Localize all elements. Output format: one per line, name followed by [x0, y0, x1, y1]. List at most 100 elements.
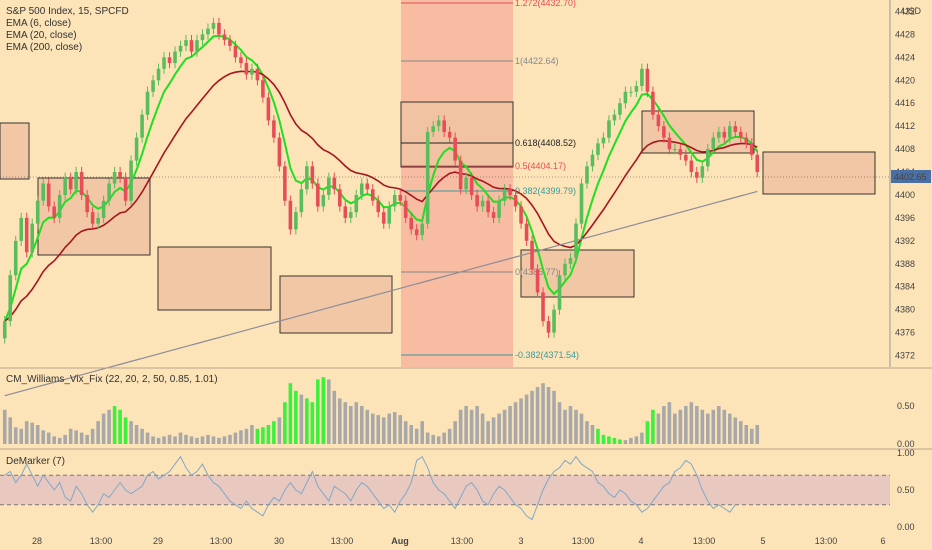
vix-fix-bar [612, 437, 617, 444]
candle-body [689, 160, 694, 173]
vix-fix-bar [140, 428, 144, 444]
vix-fix-bar [294, 390, 298, 444]
vix-fix-bar [662, 406, 666, 444]
candle-body [129, 160, 133, 201]
vix-fix-bar [167, 434, 172, 444]
candle-body [651, 91, 655, 115]
candle-body [662, 126, 666, 138]
vix-fix-bar [728, 413, 732, 444]
candle-body [634, 86, 639, 92]
candle-body [552, 309, 556, 333]
candle-body [392, 194, 397, 207]
vix-fix-bar [618, 439, 622, 444]
ema20-legend: EMA (20, close) [6, 30, 77, 41]
candle-body [579, 183, 584, 224]
candle-body [640, 68, 644, 87]
price-tick-label: 4396 [895, 213, 915, 223]
vix-fix-bar [189, 436, 194, 444]
candle-body [546, 321, 551, 333]
candle-body [695, 172, 699, 178]
vix-fix-bar [458, 409, 463, 444]
candle-body [442, 120, 446, 132]
last-price-label: 4402.65 [894, 172, 927, 182]
vix-fix-bar [667, 402, 672, 444]
vix-fix-bar [684, 406, 688, 444]
candle-body [310, 166, 315, 184]
vix-fix-bar [173, 436, 177, 444]
vix-fix-bar [541, 383, 545, 444]
fib-level-label: 1(4422.64) [515, 56, 559, 66]
vix-fix-bar [546, 387, 551, 444]
vix-fix-bar [184, 434, 188, 444]
candle-body [497, 200, 501, 218]
vix-fix-bar [475, 406, 479, 444]
demarker-band [0, 475, 890, 505]
vix-fix-bar [162, 436, 166, 444]
candle-body [46, 183, 51, 207]
candle-body [469, 177, 474, 195]
ema200-line [4, 190, 758, 397]
time-tick-label: 30 [274, 536, 284, 546]
vix-fix-bar [425, 432, 430, 444]
vix-fix-bar [453, 421, 457, 444]
price-tick-label: 4412 [895, 121, 915, 131]
candle-body [343, 206, 348, 218]
candle-body [464, 177, 468, 190]
candle-body [151, 80, 155, 92]
candle-body [162, 57, 166, 69]
candle-body [30, 223, 34, 253]
candle-body [167, 57, 172, 64]
candle-body [178, 45, 183, 52]
candle-body [294, 212, 298, 230]
vix-fix-bar [557, 402, 562, 444]
vix-fix-bar [35, 425, 40, 444]
vix-fix-bar [206, 434, 210, 444]
candle-body [645, 68, 650, 92]
vix-fix-bar [563, 409, 567, 444]
currency-label: USD [902, 6, 922, 16]
time-tick-label: 3 [518, 536, 523, 546]
vix-fix-bar [156, 437, 161, 444]
candle-body [678, 149, 683, 155]
price-tick-label: 4416 [895, 98, 915, 108]
vix-fix-bar [651, 409, 655, 444]
candle-body [134, 137, 139, 161]
vix-fix-bar [24, 421, 29, 444]
candle-body [629, 91, 633, 93]
candle-body [398, 194, 403, 201]
candle-body [365, 183, 370, 190]
time-tick-label: 5 [760, 536, 765, 546]
zone-box [279, 275, 393, 334]
candle-body [436, 120, 441, 127]
vix-fix-bar [706, 413, 710, 444]
candle-body [321, 194, 326, 207]
price-tick-label: 4408 [895, 144, 915, 154]
vix-fix-bar [239, 430, 243, 444]
candle-body [425, 131, 430, 224]
candle-body [184, 40, 188, 46]
vix-fix-bar [19, 428, 24, 444]
vix-fix-bar [491, 417, 496, 444]
candle-body [96, 217, 100, 224]
candle-body [299, 189, 304, 213]
vix-fix-bar [700, 409, 705, 444]
candle-body [74, 172, 78, 190]
candle-body [491, 212, 496, 218]
candle-body [327, 177, 331, 195]
vix-fix-bar [283, 402, 287, 444]
vix-fix-bar [370, 413, 375, 444]
candle-body [656, 114, 661, 127]
candle-body [35, 200, 40, 224]
candle-body [684, 154, 688, 161]
candle-body [502, 189, 507, 201]
vix-fix-bar [321, 377, 326, 444]
candle-body [63, 177, 67, 195]
candle-body [250, 68, 254, 75]
candle-body [744, 137, 749, 144]
vix-fix-bar [277, 417, 282, 444]
vix-fix-bar [376, 415, 381, 444]
price-axis: 4372437643804384438843924396440044044408… [0, 0, 932, 450]
demarker-title: DeMarker (7) [6, 456, 65, 467]
vix-fix-bar [552, 390, 556, 444]
